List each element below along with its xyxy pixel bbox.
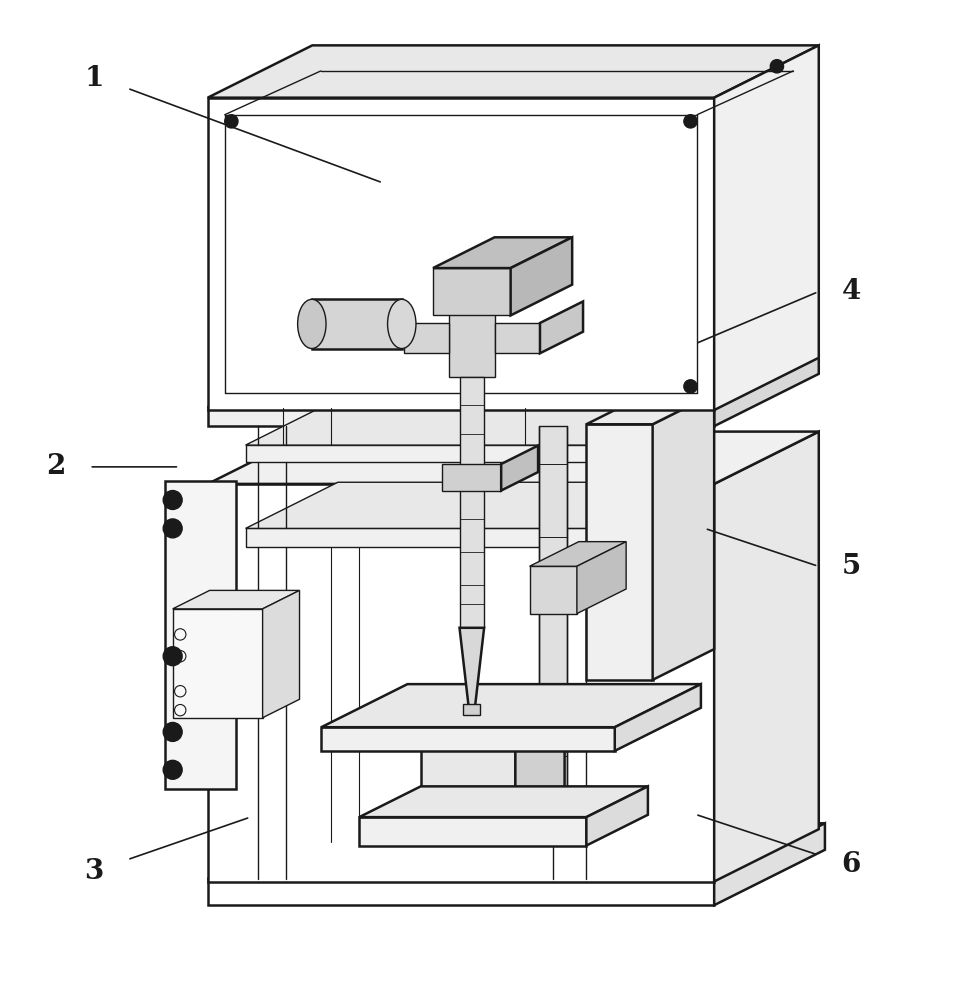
Polygon shape bbox=[245, 399, 711, 445]
Polygon shape bbox=[459, 628, 484, 713]
Polygon shape bbox=[207, 407, 714, 426]
Polygon shape bbox=[173, 609, 263, 718]
Polygon shape bbox=[421, 749, 516, 817]
Polygon shape bbox=[245, 482, 711, 528]
Polygon shape bbox=[207, 432, 818, 484]
Polygon shape bbox=[207, 45, 818, 98]
Ellipse shape bbox=[388, 299, 416, 349]
Polygon shape bbox=[433, 237, 572, 268]
Polygon shape bbox=[586, 393, 714, 424]
Polygon shape bbox=[165, 481, 236, 789]
Polygon shape bbox=[321, 727, 615, 751]
Polygon shape bbox=[530, 566, 577, 614]
Polygon shape bbox=[245, 528, 620, 547]
Polygon shape bbox=[421, 724, 564, 749]
Polygon shape bbox=[207, 355, 818, 407]
Ellipse shape bbox=[298, 299, 326, 349]
Bar bbox=[433, 268, 511, 315]
Text: 5: 5 bbox=[841, 553, 861, 580]
Circle shape bbox=[224, 115, 238, 128]
Circle shape bbox=[771, 60, 783, 73]
Polygon shape bbox=[714, 45, 818, 410]
Polygon shape bbox=[263, 590, 300, 718]
Polygon shape bbox=[714, 823, 825, 905]
Polygon shape bbox=[620, 482, 711, 547]
Bar bbox=[449, 287, 495, 377]
Polygon shape bbox=[245, 445, 620, 462]
Polygon shape bbox=[207, 98, 714, 410]
Polygon shape bbox=[652, 393, 714, 680]
Polygon shape bbox=[516, 724, 564, 817]
Circle shape bbox=[163, 722, 182, 741]
Text: 3: 3 bbox=[84, 858, 104, 885]
Polygon shape bbox=[615, 684, 701, 751]
Circle shape bbox=[163, 760, 182, 779]
Text: 6: 6 bbox=[841, 851, 861, 878]
Polygon shape bbox=[207, 484, 714, 882]
Polygon shape bbox=[620, 399, 711, 462]
Polygon shape bbox=[207, 823, 825, 879]
Bar bbox=[539, 426, 567, 793]
Bar bbox=[495, 323, 540, 353]
Circle shape bbox=[684, 115, 697, 128]
Bar bbox=[463, 704, 480, 715]
Polygon shape bbox=[714, 355, 818, 426]
Circle shape bbox=[163, 491, 182, 509]
Polygon shape bbox=[359, 786, 647, 817]
Text: 1: 1 bbox=[84, 65, 104, 92]
Bar bbox=[442, 464, 501, 491]
Polygon shape bbox=[540, 301, 584, 353]
Polygon shape bbox=[714, 432, 818, 882]
Polygon shape bbox=[530, 542, 626, 566]
Bar bbox=[404, 323, 449, 353]
Circle shape bbox=[684, 380, 697, 393]
Polygon shape bbox=[586, 424, 652, 680]
Polygon shape bbox=[586, 786, 647, 846]
Polygon shape bbox=[207, 879, 714, 905]
Polygon shape bbox=[359, 817, 586, 846]
Polygon shape bbox=[321, 684, 701, 727]
Polygon shape bbox=[511, 237, 572, 315]
Polygon shape bbox=[312, 299, 402, 349]
Text: 4: 4 bbox=[841, 278, 861, 305]
Circle shape bbox=[163, 519, 182, 538]
Text: 2: 2 bbox=[47, 453, 66, 480]
Circle shape bbox=[163, 647, 182, 666]
Polygon shape bbox=[501, 446, 538, 491]
Polygon shape bbox=[577, 542, 626, 614]
Polygon shape bbox=[173, 590, 300, 609]
Bar bbox=[459, 377, 484, 628]
